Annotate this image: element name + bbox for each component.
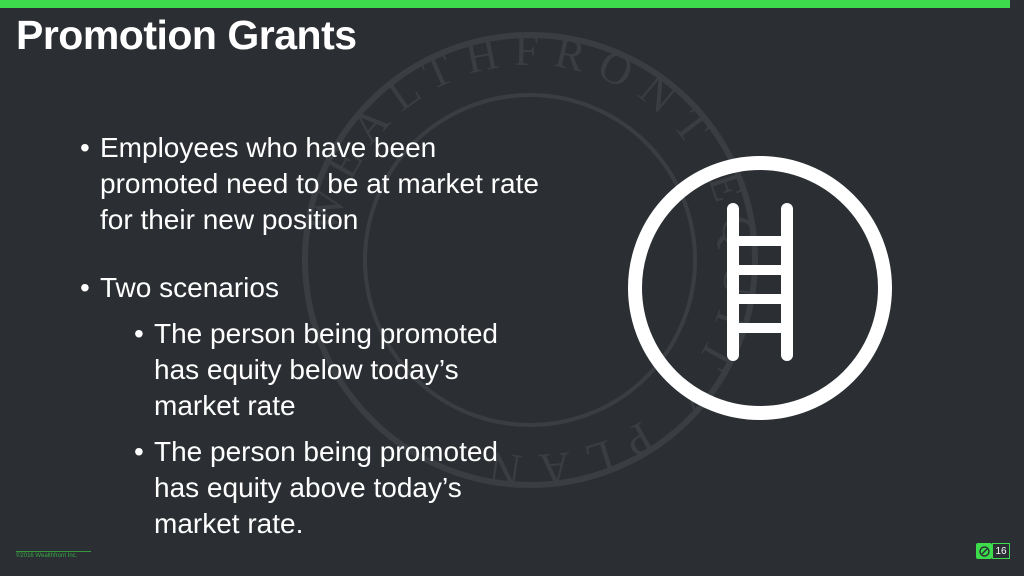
footer-divider xyxy=(16,551,91,552)
bullet-item: Two scenarios xyxy=(80,270,550,306)
footer-copyright: ©2016 Wealthfront Inc. xyxy=(16,553,78,559)
bullet-item: Employees who have been promoted need to… xyxy=(80,130,550,238)
sub-bullet-item: The person being promoted has equity abo… xyxy=(134,434,550,542)
page-title: Promotion Grants xyxy=(16,12,357,58)
wealthfront-logo-icon xyxy=(976,543,992,559)
sub-bullet-item: The person being promoted has equity bel… xyxy=(134,316,550,424)
page-number: 16 xyxy=(992,543,1010,559)
bullet-list: Employees who have been promoted need to… xyxy=(80,130,550,542)
ladder-icon xyxy=(628,156,892,420)
top-accent-bar xyxy=(0,0,1010,8)
